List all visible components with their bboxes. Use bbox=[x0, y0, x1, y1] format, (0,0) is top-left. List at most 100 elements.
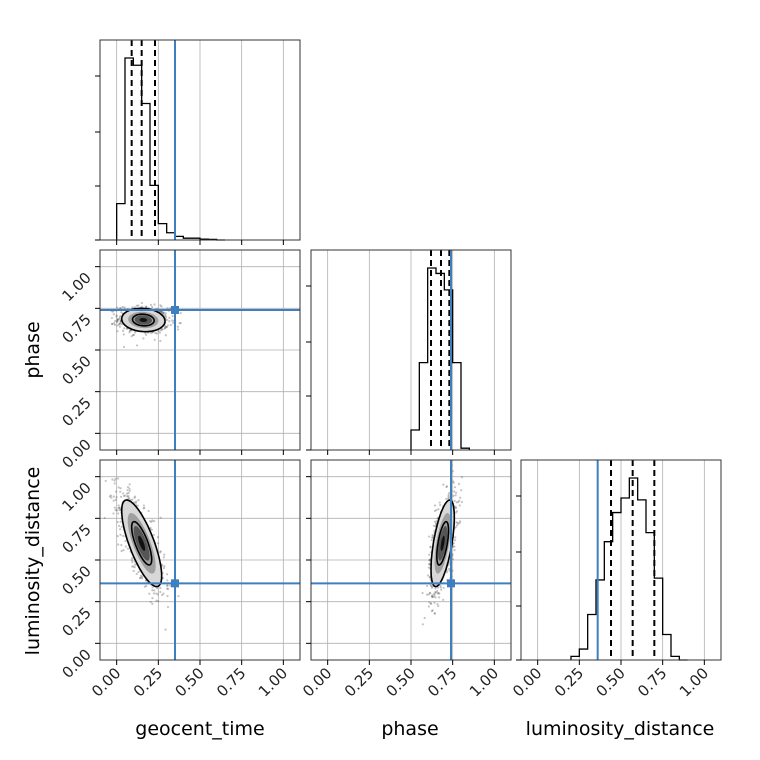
scatter-point bbox=[432, 592, 436, 595]
scatter-point bbox=[116, 320, 119, 323]
scatter-point bbox=[116, 306, 119, 309]
scatter-point bbox=[162, 566, 166, 570]
scatter-point bbox=[458, 499, 461, 502]
scatter-point bbox=[433, 593, 436, 597]
histogram-geocent_time bbox=[116, 57, 225, 241]
y-tick-label-3: 0.75 bbox=[58, 520, 94, 556]
scatter-point bbox=[117, 486, 120, 489]
scatter-point bbox=[429, 602, 432, 605]
scatter-point bbox=[140, 301, 143, 305]
contour-0 bbox=[130, 520, 153, 566]
scatter-point bbox=[451, 558, 455, 561]
y-tick-label-3: 0.75 bbox=[58, 310, 94, 346]
scatter-point bbox=[445, 497, 448, 501]
scatter-point bbox=[430, 595, 434, 598]
scatter-point bbox=[132, 333, 136, 337]
contour-0 bbox=[435, 520, 450, 566]
scatter-point bbox=[159, 586, 162, 590]
scatter-point bbox=[118, 528, 122, 531]
x-tick-label-2: 0.50 bbox=[382, 664, 418, 700]
scatter-point bbox=[431, 585, 434, 588]
scatter-point bbox=[166, 584, 169, 587]
y-tick-label-2: 0.50 bbox=[58, 352, 94, 388]
scatter-point bbox=[153, 303, 156, 306]
scatter-point bbox=[439, 586, 442, 589]
scatter-point bbox=[130, 335, 133, 338]
scatter-point bbox=[135, 500, 138, 503]
scatter-point bbox=[151, 589, 154, 592]
scatter-point bbox=[128, 483, 131, 486]
scatter-point bbox=[433, 509, 437, 513]
scatter-point bbox=[168, 320, 171, 323]
scatter-point bbox=[120, 549, 123, 553]
scatter-point bbox=[177, 328, 180, 331]
scatter-point bbox=[114, 477, 117, 480]
scatter-point bbox=[166, 579, 169, 582]
histogram-panel-geocent-time bbox=[95, 39, 301, 245]
scatter-point bbox=[131, 561, 134, 564]
x-tick-label-3: 0.75 bbox=[634, 664, 670, 700]
x-axis-label-luminosity-distance: luminosity_distance bbox=[526, 718, 715, 740]
scatter-point bbox=[119, 490, 122, 493]
x-tick-label-0: 0.00 bbox=[88, 664, 124, 700]
truth-marker bbox=[171, 306, 179, 314]
scatter-point bbox=[448, 496, 451, 499]
scatter-point bbox=[442, 598, 445, 601]
scatter-point bbox=[452, 541, 455, 545]
x-tick-label-0: 0.00 bbox=[509, 664, 545, 700]
scatter-point bbox=[139, 576, 142, 579]
scatter-point bbox=[165, 325, 168, 329]
scatter-point bbox=[163, 327, 166, 330]
scatter-point bbox=[454, 526, 457, 529]
scatter-point bbox=[453, 486, 457, 489]
scatter-point bbox=[426, 574, 430, 577]
scatter-point bbox=[134, 331, 137, 334]
scatter-point bbox=[135, 572, 138, 576]
scatter-point bbox=[114, 320, 117, 323]
scatter-point bbox=[179, 321, 182, 325]
scatter-point bbox=[104, 479, 107, 483]
scatter-point bbox=[455, 524, 459, 527]
scatter-point bbox=[141, 575, 144, 578]
scatter-point bbox=[112, 313, 115, 316]
scatter-point bbox=[458, 504, 461, 507]
scatter-point bbox=[117, 504, 120, 507]
scatter-point bbox=[436, 590, 439, 593]
scatter-point bbox=[163, 565, 166, 568]
scatter-point bbox=[442, 483, 445, 486]
scatter-point bbox=[433, 612, 436, 615]
scatter-point bbox=[432, 595, 435, 598]
scatter-point bbox=[460, 489, 463, 492]
scatter-point bbox=[134, 501, 137, 504]
scatter-point bbox=[165, 325, 168, 329]
scatter-point bbox=[428, 559, 431, 562]
scatter-point bbox=[118, 508, 121, 512]
scatter-point bbox=[119, 314, 122, 318]
x-tick-label-4: 1.00 bbox=[676, 664, 712, 700]
scatter-point bbox=[446, 571, 449, 574]
scatter-point bbox=[160, 328, 164, 331]
y-axis-label-luminosity-distance: luminosity_distance bbox=[22, 467, 44, 656]
x-tick-label-3: 0.75 bbox=[213, 664, 249, 700]
y-tick-label-2: 0.50 bbox=[58, 562, 94, 598]
scatter-point bbox=[157, 599, 160, 603]
scatter-point bbox=[127, 491, 130, 495]
scatter-point bbox=[108, 495, 111, 498]
scatter-point bbox=[457, 482, 461, 485]
scatter-point bbox=[453, 499, 456, 502]
scatter-point bbox=[423, 616, 426, 620]
scatter-point bbox=[447, 491, 451, 495]
scatter-point bbox=[428, 576, 431, 579]
scatter-point bbox=[115, 509, 119, 512]
scatter-point bbox=[115, 315, 118, 318]
x-tick-label-0: 0.00 bbox=[299, 664, 335, 700]
scatter-point bbox=[454, 511, 458, 514]
scatter-point bbox=[156, 536, 160, 539]
scatter-point bbox=[425, 584, 429, 588]
scatter-point bbox=[453, 545, 456, 548]
scatter-point bbox=[155, 587, 159, 590]
scatter-point bbox=[164, 628, 167, 631]
scatter-point bbox=[427, 562, 431, 566]
scatter-point bbox=[113, 506, 116, 509]
scatter-point bbox=[151, 597, 154, 600]
